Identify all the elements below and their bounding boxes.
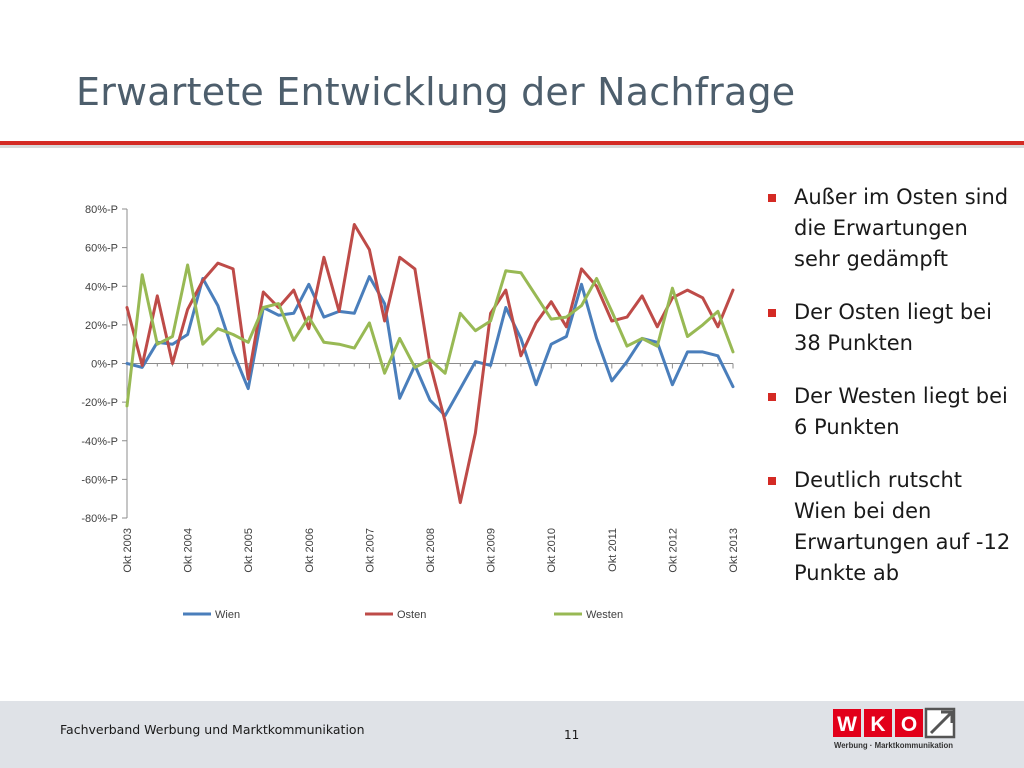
x-tick-label: Okt 2003 xyxy=(122,528,134,573)
x-tick-label: Okt 2008 xyxy=(425,528,437,573)
line-chart: 80%-P 60%-P 40%-P 20%-P 0%-P -20%-P -40%-P -60%… xyxy=(50,188,740,638)
y-tick-label: -80%-P xyxy=(81,513,118,525)
footer-organization: Fachverband Werbung und Marktkommunikati… xyxy=(60,722,365,737)
title-underline-shadow xyxy=(0,145,1024,148)
y-tick-label: 80%-P xyxy=(85,204,118,216)
bullet-item: Außer im Osten sind die Erwartungen sehr… xyxy=(764,182,1014,275)
bullet-item: Der Osten liegt bei 38 Punkten xyxy=(764,297,1014,359)
bullet-item: Deutlich rutscht Wien bei den Erwartunge… xyxy=(764,465,1014,589)
bullet-list: Außer im Osten sind die Erwartungen sehr… xyxy=(764,182,1014,611)
y-tick-label: -40%-P xyxy=(81,436,118,448)
legend-label: Westen xyxy=(586,609,623,621)
y-tick-label: -60%-P xyxy=(81,474,118,486)
x-tick-label: Okt 2012 xyxy=(667,528,679,573)
bullet-square-icon xyxy=(768,477,776,485)
y-tick-label: 40%-P xyxy=(85,281,118,293)
x-tick-label: Okt 2013 xyxy=(728,528,740,573)
series-line-westen xyxy=(127,265,733,406)
bullet-square-icon xyxy=(768,393,776,401)
wko-logo: W K O Werbung · Marktkommunikation xyxy=(833,707,957,751)
logo-letter: K xyxy=(870,713,885,736)
bullet-text: Der Westen liegt bei 6 Punkten xyxy=(794,384,1008,439)
y-tick-label: 60%-P xyxy=(85,243,118,255)
x-tick-label: Okt 2005 xyxy=(243,528,255,573)
x-tick-label: Okt 2006 xyxy=(304,528,316,573)
slide-title: Erwartete Entwicklung der Nachfrage xyxy=(76,70,795,114)
legend-label: Osten xyxy=(397,609,426,621)
footer-bar: Fachverband Werbung und Marktkommunikati… xyxy=(0,701,1024,768)
page-number: 11 xyxy=(564,728,579,742)
y-tick-label: 0%-P xyxy=(91,359,118,371)
x-tick-label: Okt 2004 xyxy=(183,528,195,573)
x-tick-label: Okt 2011 xyxy=(607,528,619,572)
x-tick-label: Okt 2010 xyxy=(546,528,558,573)
bullet-text: Außer im Osten sind die Erwartungen sehr… xyxy=(794,185,1008,271)
logo-subtitle: Werbung · Marktkommunikation xyxy=(834,741,953,750)
x-tick-label: Okt 2007 xyxy=(364,528,376,573)
x-tick-label: Okt 2009 xyxy=(486,528,498,573)
logo-letter: W xyxy=(837,713,857,736)
y-tick-label: -20%-P xyxy=(81,397,118,409)
legend-label: Wien xyxy=(215,609,240,621)
logo-letter: O xyxy=(901,713,917,736)
logo-arrow-icon xyxy=(926,709,954,737)
bullet-item: Der Westen liegt bei 6 Punkten xyxy=(764,381,1014,443)
bullet-text: Der Osten liegt bei 38 Punkten xyxy=(794,300,992,355)
y-tick-label: 20%-P xyxy=(85,320,118,332)
bullet-square-icon xyxy=(768,309,776,317)
bullet-text: Deutlich rutscht Wien bei den Erwartunge… xyxy=(794,468,1010,585)
bullet-square-icon xyxy=(768,194,776,202)
